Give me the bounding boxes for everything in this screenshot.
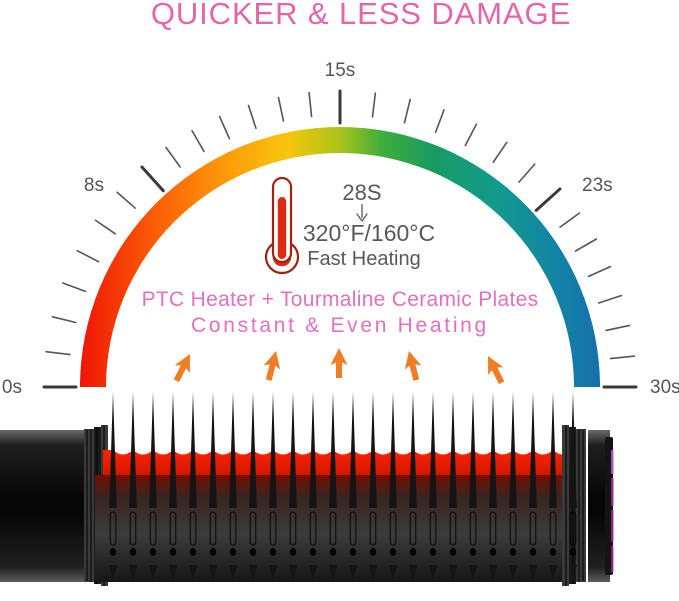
svg-text:28S: 28S <box>342 180 381 205</box>
svg-text:Fast Heating: Fast Heating <box>307 248 420 270</box>
svg-text:30s: 30s <box>650 377 679 398</box>
svg-text:Constant & Even Heating: Constant & Even Heating <box>191 314 489 337</box>
svg-text:0s: 0s <box>2 377 22 398</box>
svg-text:PTC Heater + Tourmaline Cerami: PTC Heater + Tourmaline Ceramic Plates <box>142 288 539 311</box>
svg-text:8s: 8s <box>84 175 104 196</box>
svg-text:320°F/160°C: 320°F/160°C <box>303 220 435 246</box>
svg-text:23s: 23s <box>582 175 613 196</box>
svg-text:15s: 15s <box>325 60 356 81</box>
